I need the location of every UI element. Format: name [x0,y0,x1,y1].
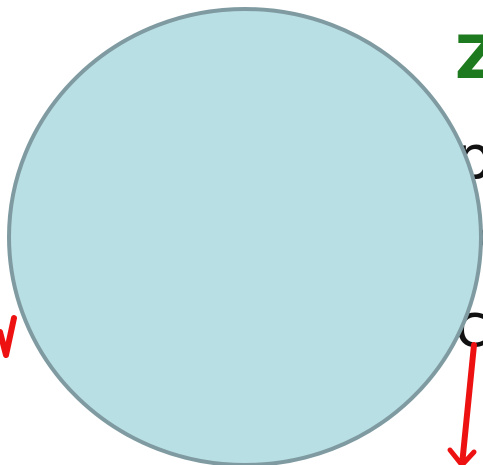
circle-shape [7,7,483,465]
right-arrow-line [459,342,477,465]
right-arrow-head [447,447,477,465]
left-arrow-head [0,315,17,358]
heading-fragment: Z [455,23,483,93]
